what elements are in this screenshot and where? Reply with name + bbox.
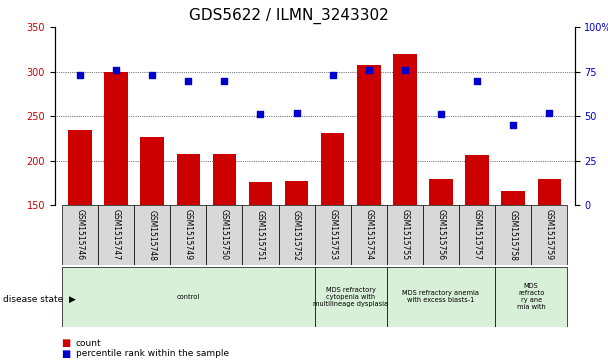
FancyBboxPatch shape bbox=[495, 205, 531, 265]
Bar bbox=[357, 65, 381, 205]
Text: count: count bbox=[76, 339, 102, 347]
Point bbox=[184, 78, 193, 83]
Text: MDS refractory
cytopenia with
multilineage dysplasia: MDS refractory cytopenia with multilinea… bbox=[313, 287, 389, 307]
FancyBboxPatch shape bbox=[278, 205, 315, 265]
FancyBboxPatch shape bbox=[62, 205, 98, 265]
Point bbox=[328, 72, 337, 78]
Point bbox=[544, 110, 554, 115]
Point bbox=[255, 111, 265, 117]
Point bbox=[147, 72, 157, 78]
Text: GSM1515759: GSM1515759 bbox=[545, 209, 554, 261]
Bar bbox=[502, 191, 525, 205]
Bar bbox=[393, 54, 416, 205]
FancyBboxPatch shape bbox=[206, 205, 243, 265]
FancyBboxPatch shape bbox=[495, 267, 567, 327]
Text: GSM1515758: GSM1515758 bbox=[509, 209, 517, 261]
FancyBboxPatch shape bbox=[98, 205, 134, 265]
Text: GSM1515751: GSM1515751 bbox=[256, 209, 265, 261]
FancyBboxPatch shape bbox=[387, 205, 423, 265]
FancyBboxPatch shape bbox=[315, 205, 351, 265]
Text: ■: ■ bbox=[61, 338, 70, 348]
FancyBboxPatch shape bbox=[170, 205, 206, 265]
Point bbox=[436, 111, 446, 117]
Text: GSM1515755: GSM1515755 bbox=[401, 209, 409, 261]
FancyBboxPatch shape bbox=[459, 205, 495, 265]
Point bbox=[75, 72, 85, 78]
Point bbox=[400, 67, 410, 73]
Text: GSM1515754: GSM1515754 bbox=[364, 209, 373, 261]
Text: GSM1515748: GSM1515748 bbox=[148, 209, 157, 261]
Bar bbox=[140, 136, 164, 205]
FancyBboxPatch shape bbox=[134, 205, 170, 265]
Point bbox=[292, 110, 302, 115]
Bar bbox=[68, 130, 92, 205]
FancyBboxPatch shape bbox=[531, 205, 567, 265]
Text: GSM1515752: GSM1515752 bbox=[292, 209, 301, 261]
Bar bbox=[465, 155, 489, 205]
Bar bbox=[213, 154, 236, 205]
Text: GSM1515746: GSM1515746 bbox=[75, 209, 85, 261]
Text: GSM1515749: GSM1515749 bbox=[184, 209, 193, 261]
FancyBboxPatch shape bbox=[315, 267, 387, 327]
Title: GDS5622 / ILMN_3243302: GDS5622 / ILMN_3243302 bbox=[188, 8, 389, 24]
Bar bbox=[537, 179, 561, 205]
FancyBboxPatch shape bbox=[387, 267, 495, 327]
Point bbox=[472, 78, 482, 83]
FancyBboxPatch shape bbox=[62, 267, 315, 327]
Bar bbox=[249, 182, 272, 205]
Point bbox=[111, 67, 121, 73]
FancyBboxPatch shape bbox=[423, 205, 459, 265]
Text: GSM1515753: GSM1515753 bbox=[328, 209, 337, 261]
Bar bbox=[176, 154, 200, 205]
Text: GSM1515757: GSM1515757 bbox=[472, 209, 482, 261]
FancyBboxPatch shape bbox=[351, 205, 387, 265]
Text: GSM1515747: GSM1515747 bbox=[112, 209, 120, 261]
Bar bbox=[429, 179, 453, 205]
Text: MDS refractory anemia
with excess blasts-1: MDS refractory anemia with excess blasts… bbox=[402, 290, 480, 303]
Text: GSM1515756: GSM1515756 bbox=[437, 209, 446, 261]
Text: control: control bbox=[177, 294, 200, 300]
Point bbox=[364, 67, 374, 73]
Text: disease state  ▶: disease state ▶ bbox=[3, 295, 76, 304]
Bar bbox=[321, 133, 344, 205]
Bar bbox=[105, 72, 128, 205]
Point bbox=[219, 78, 229, 83]
Text: percentile rank within the sample: percentile rank within the sample bbox=[76, 350, 229, 358]
FancyBboxPatch shape bbox=[243, 205, 278, 265]
Text: GSM1515750: GSM1515750 bbox=[220, 209, 229, 261]
Text: ■: ■ bbox=[61, 349, 70, 359]
Point bbox=[508, 122, 518, 128]
Bar bbox=[285, 181, 308, 205]
Text: MDS
refracto
ry ane
mia with: MDS refracto ry ane mia with bbox=[517, 283, 545, 310]
